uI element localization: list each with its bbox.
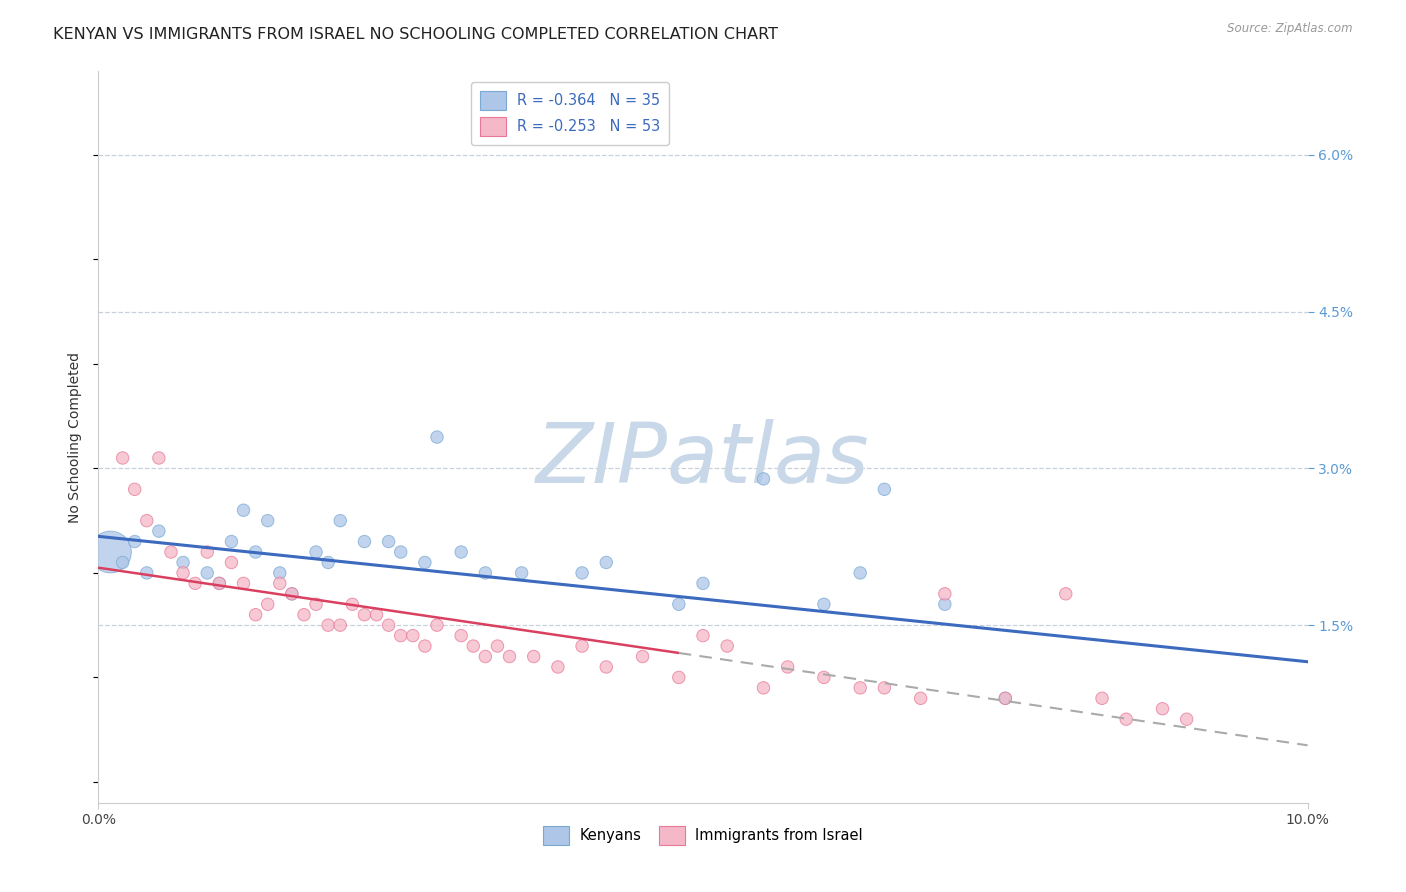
Point <box>450 545 472 559</box>
Point <box>716 639 738 653</box>
Point <box>292 607 315 622</box>
Point <box>269 566 291 580</box>
Point <box>413 556 436 570</box>
Point <box>813 597 835 611</box>
Legend: Kenyans, Immigrants from Israel: Kenyans, Immigrants from Israel <box>537 820 869 850</box>
Point <box>377 534 399 549</box>
Point <box>111 450 134 465</box>
Point <box>450 629 472 643</box>
Text: ZIPatlas: ZIPatlas <box>536 418 870 500</box>
Point <box>305 597 328 611</box>
Point <box>523 649 546 664</box>
Point <box>873 483 896 497</box>
Point <box>595 556 617 570</box>
Point <box>389 629 412 643</box>
Point <box>402 629 425 643</box>
Point <box>281 587 304 601</box>
Point <box>124 534 146 549</box>
Point <box>111 556 134 570</box>
Point <box>668 670 690 684</box>
Point <box>208 576 231 591</box>
Point <box>547 660 569 674</box>
Point <box>994 691 1017 706</box>
Text: KENYAN VS IMMIGRANTS FROM ISRAEL NO SCHOOLING COMPLETED CORRELATION CHART: KENYAN VS IMMIGRANTS FROM ISRAEL NO SCHO… <box>53 27 779 42</box>
Point <box>752 472 775 486</box>
Point <box>124 483 146 497</box>
Point <box>184 576 207 591</box>
Point <box>195 545 218 559</box>
Point <box>342 597 364 611</box>
Point <box>135 514 157 528</box>
Point <box>776 660 799 674</box>
Point <box>486 639 509 653</box>
Point <box>595 660 617 674</box>
Point <box>329 514 352 528</box>
Point <box>366 607 388 622</box>
Point <box>256 514 278 528</box>
Point <box>195 566 218 580</box>
Point <box>172 556 194 570</box>
Point <box>463 639 485 653</box>
Point <box>474 649 496 664</box>
Point <box>474 566 496 580</box>
Point <box>305 545 328 559</box>
Y-axis label: No Schooling Completed: No Schooling Completed <box>69 351 83 523</box>
Point <box>571 566 593 580</box>
Point <box>994 691 1017 706</box>
Point <box>426 430 449 444</box>
Point <box>510 566 533 580</box>
Point <box>256 597 278 611</box>
Point <box>910 691 932 706</box>
Point <box>245 545 267 559</box>
Point <box>148 524 170 538</box>
Point <box>668 597 690 611</box>
Point <box>232 576 254 591</box>
Point <box>692 629 714 643</box>
Point <box>148 450 170 465</box>
Point <box>245 607 267 622</box>
Point <box>316 556 339 570</box>
Point <box>498 649 520 664</box>
Point <box>1091 691 1114 706</box>
Point <box>160 545 183 559</box>
Point <box>269 576 291 591</box>
Point <box>873 681 896 695</box>
Point <box>1115 712 1137 726</box>
Point <box>377 618 399 632</box>
Point <box>389 545 412 559</box>
Point <box>353 534 375 549</box>
Point <box>208 576 231 591</box>
Point <box>631 649 654 664</box>
Point <box>100 545 122 559</box>
Point <box>1152 702 1174 716</box>
Point <box>1054 587 1077 601</box>
Point <box>353 607 375 622</box>
Text: Source: ZipAtlas.com: Source: ZipAtlas.com <box>1227 22 1353 36</box>
Point <box>329 618 352 632</box>
Point <box>221 534 243 549</box>
Point <box>934 597 956 611</box>
Point <box>413 639 436 653</box>
Point <box>281 587 304 601</box>
Point <box>172 566 194 580</box>
Point <box>849 681 872 695</box>
Point <box>934 587 956 601</box>
Point <box>813 670 835 684</box>
Point <box>221 556 243 570</box>
Point <box>426 618 449 632</box>
Point <box>232 503 254 517</box>
Point <box>752 681 775 695</box>
Point <box>135 566 157 580</box>
Point <box>849 566 872 580</box>
Point <box>1175 712 1198 726</box>
Point <box>692 576 714 591</box>
Point <box>316 618 339 632</box>
Point <box>571 639 593 653</box>
